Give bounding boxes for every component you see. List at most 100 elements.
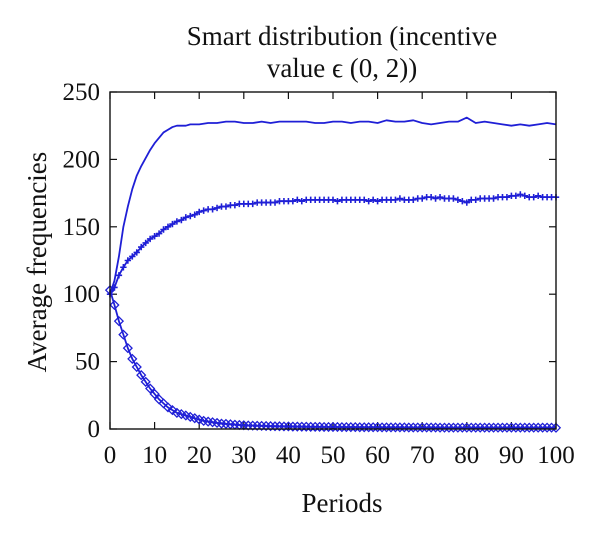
series-3-diamond-marker — [403, 422, 414, 433]
series-2-plus-marker — [169, 220, 176, 228]
series-3-diamond-marker — [167, 405, 178, 416]
series-2-plus-marker — [298, 197, 305, 205]
series-1-line — [109, 116, 557, 295]
series-3-diamond-marker — [506, 422, 517, 433]
series-3-diamond-marker — [113, 316, 125, 327]
series-2-plus-marker — [294, 196, 301, 204]
x-axis-label: Periods — [302, 488, 383, 518]
series-3-diamond-marker — [426, 422, 437, 433]
series-3-diamond-marker — [131, 361, 142, 373]
series-2-plus-marker — [151, 233, 158, 240]
y-axis-ticks: 0 50 100 150 200 250 — [63, 79, 556, 443]
series-3-diamond-marker — [127, 353, 138, 365]
series-3-diamond-marker — [359, 422, 370, 433]
x-tick-label: 40 — [276, 442, 301, 469]
series-2-plus-marker — [142, 239, 149, 247]
series-3-diamond-marker — [524, 422, 535, 433]
series-3-diamond-marker — [546, 422, 557, 433]
series-2-plus-marker — [200, 207, 207, 214]
series-3-diamond-marker — [310, 421, 321, 432]
series-3-diamond-marker — [327, 421, 339, 433]
series-3-diamond-marker — [443, 422, 455, 433]
series-2-plus-marker — [187, 212, 194, 220]
series-3-diamond-marker — [412, 422, 423, 433]
series-2-plus-marker — [459, 197, 466, 205]
series-2-plus-marker — [138, 243, 145, 251]
series-2-plus-marker — [182, 214, 190, 221]
series-3-diamond-marker — [492, 422, 504, 433]
series-3-diamond-marker — [265, 421, 276, 432]
series-2-plus-marker — [334, 197, 341, 205]
series-3-diamond-marker — [390, 422, 401, 433]
y-tick-label: 50 — [75, 349, 100, 376]
series-3-diamond-marker — [399, 422, 410, 433]
series-2-plus-marker — [503, 193, 511, 201]
series-3-diamond-marker — [439, 422, 450, 433]
series-2-plus-marker — [361, 196, 368, 204]
series-3-diamond-marker — [470, 422, 481, 433]
x-axis-ticks: 0 10 20 30 40 50 60 70 80 90 100 — [104, 92, 575, 469]
series-2-plus-marker — [365, 197, 372, 205]
series-3-diamond-marker — [394, 422, 406, 433]
series-3-diamond-marker — [363, 422, 374, 433]
series-2-plus-marker — [329, 196, 337, 204]
series-3-diamond-marker — [376, 422, 388, 433]
series-2-plus-marker — [530, 193, 537, 201]
series-2-plus-marker — [160, 226, 167, 233]
series-3-diamond-marker — [318, 421, 330, 433]
x-tick-label: 60 — [365, 442, 390, 469]
y-tick-label: 150 — [63, 214, 101, 241]
series-2-plus-marker — [534, 192, 542, 199]
x-tick-label: 100 — [537, 442, 575, 469]
y-tick-label: 250 — [63, 79, 101, 106]
y-tick-label: 0 — [88, 416, 101, 443]
series-3-diamond-marker — [274, 421, 285, 432]
series-2-plus-marker — [124, 257, 132, 264]
series-2-plus-marker — [289, 197, 297, 205]
series-3-diamond-marker — [314, 421, 325, 432]
x-tick-label: 50 — [321, 442, 346, 469]
series-3-diamond-marker — [292, 421, 303, 432]
series-3-diamond-marker — [466, 422, 477, 433]
series-2-plus-marker — [249, 200, 256, 208]
series-2-plus-marker — [427, 193, 435, 201]
series-2-plus-marker — [213, 204, 221, 212]
series-2-plus-marker — [120, 264, 127, 271]
series-3-diamond-marker — [448, 422, 459, 433]
chart-title-line-2: value ϵ (0, 2)) — [267, 53, 417, 83]
series-2-plus-marker — [374, 197, 381, 205]
series-3-diamond-marker — [457, 422, 468, 433]
series-3-diamond-marker — [461, 422, 472, 433]
series-2-plus-marker — [517, 191, 524, 198]
series-3-diamond-marker — [533, 422, 544, 433]
series-3-diamond-marker — [488, 422, 499, 433]
series-3-diamond-marker — [475, 422, 486, 433]
series-3-diamond-marker — [341, 421, 352, 433]
y-tick-label: 100 — [63, 281, 101, 308]
x-tick-label: 80 — [454, 442, 479, 469]
series-3-diamond-marker — [252, 420, 263, 431]
series-3-diamond-marker — [283, 421, 294, 432]
x-tick-label: 20 — [187, 442, 212, 469]
series-3-diamond-marker — [354, 422, 365, 433]
series-2-plus-marker — [164, 223, 172, 230]
series-3-diamond-marker — [537, 422, 548, 433]
series-2-plus-marker — [133, 249, 140, 256]
series-2-line — [109, 193, 556, 295]
series-2-plus-marker — [115, 272, 123, 279]
series-3-diamond-marker — [247, 420, 258, 431]
series-3-diamond-marker — [541, 422, 553, 433]
series-2-plus-marker — [450, 195, 457, 202]
series-3-diamond-marker — [350, 421, 361, 433]
series-3-diamond-marker — [345, 421, 356, 433]
series-2-plus-marker — [463, 199, 470, 206]
x-tick-label: 0 — [104, 442, 117, 469]
series-3-diamond-marker — [497, 422, 508, 433]
series-3-diamond-marker — [385, 422, 397, 433]
series-3-diamond-marker — [510, 422, 521, 433]
series-3-diamond-marker — [118, 329, 129, 340]
series-3-diamond-marker — [305, 421, 316, 432]
series-2-plus-marker — [454, 196, 462, 204]
series-3-diamond-marker — [162, 402, 174, 413]
